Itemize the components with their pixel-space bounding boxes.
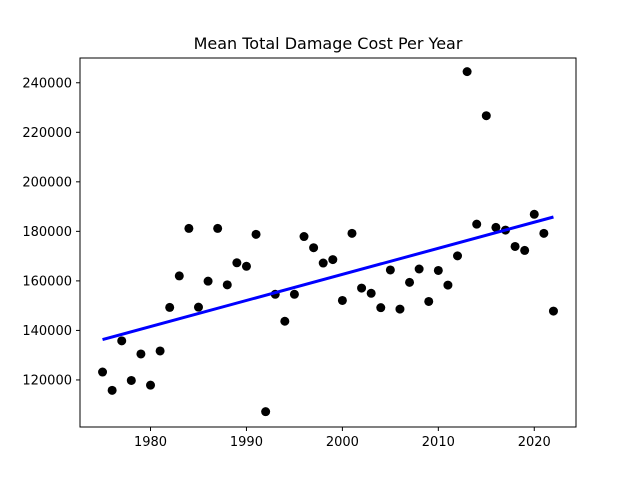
- scatter-point: [107, 385, 117, 395]
- scatter-point: [510, 241, 520, 251]
- x-tick-label: 1980: [134, 435, 167, 450]
- scatter-point: [539, 228, 549, 238]
- scatter-point: [98, 367, 108, 377]
- scatter-point: [405, 277, 415, 287]
- scatter-point: [299, 232, 309, 242]
- scatter-point: [491, 222, 501, 232]
- scatter-point: [481, 111, 491, 121]
- y-tick-label: 180000: [22, 225, 72, 240]
- x-tick-label: 2010: [422, 435, 455, 450]
- axes-frame: [79, 57, 577, 428]
- scatter-point: [136, 349, 146, 359]
- scatter-point: [376, 303, 386, 313]
- scatter-point: [155, 346, 165, 356]
- y-tick-label: 200000: [22, 175, 72, 190]
- scatter-point: [520, 245, 530, 255]
- scatter-point: [165, 302, 175, 312]
- scatter-point: [184, 223, 194, 233]
- y-tick-label: 160000: [22, 274, 72, 289]
- y-tick-label: 120000: [22, 373, 72, 388]
- scatter-point: [366, 288, 376, 298]
- scatter-point: [395, 304, 405, 314]
- x-axis: 1980 1990 2000 2010 2020: [134, 427, 551, 450]
- scatter-point: [472, 219, 482, 229]
- scatter-point: [126, 375, 136, 385]
- scatter-point: [529, 209, 539, 219]
- scatter-point: [357, 283, 367, 293]
- scatter-point: [414, 264, 424, 274]
- scatter-point: [251, 229, 261, 239]
- scatter-point: [347, 228, 357, 238]
- trend-line: [102, 215, 554, 342]
- scatter-point: [318, 258, 328, 268]
- y-axis: 120000 140000 160000 180000 200000 220000 2400…: [22, 76, 80, 388]
- x-tick-label: 2000: [326, 435, 359, 450]
- scatter-point: [232, 258, 242, 268]
- x-tick-label: 1990: [230, 435, 263, 450]
- scatter-point: [203, 276, 213, 286]
- x-tick-label: 2020: [518, 435, 551, 450]
- scatter-point: [280, 316, 290, 326]
- scatter-point: [309, 243, 319, 253]
- plot-area: [98, 67, 558, 417]
- y-tick-label: 140000: [22, 324, 72, 339]
- scatter-point: [385, 265, 395, 275]
- scatter-point: [193, 302, 203, 312]
- scatter-point: [424, 296, 434, 306]
- y-tick-label: 220000: [22, 126, 72, 141]
- scatter-point: [174, 271, 184, 281]
- scatter-point: [289, 289, 299, 299]
- scatter-point: [117, 336, 127, 346]
- scatter-point: [328, 255, 338, 265]
- chart-title: Mean Total Damage Cost Per Year: [194, 34, 463, 53]
- scatter-point: [261, 407, 271, 417]
- scatter-point: [548, 306, 558, 316]
- scatter-point: [241, 261, 251, 271]
- scatter-point: [462, 67, 472, 77]
- scatter-point: [213, 223, 223, 233]
- scatter-point: [453, 251, 463, 261]
- scatter-point: [146, 380, 156, 390]
- scatter-point: [222, 280, 232, 290]
- scatter-point: [433, 265, 443, 275]
- scatter-point: [443, 280, 453, 290]
- scatter-point: [337, 295, 347, 305]
- y-tick-label: 240000: [22, 76, 72, 91]
